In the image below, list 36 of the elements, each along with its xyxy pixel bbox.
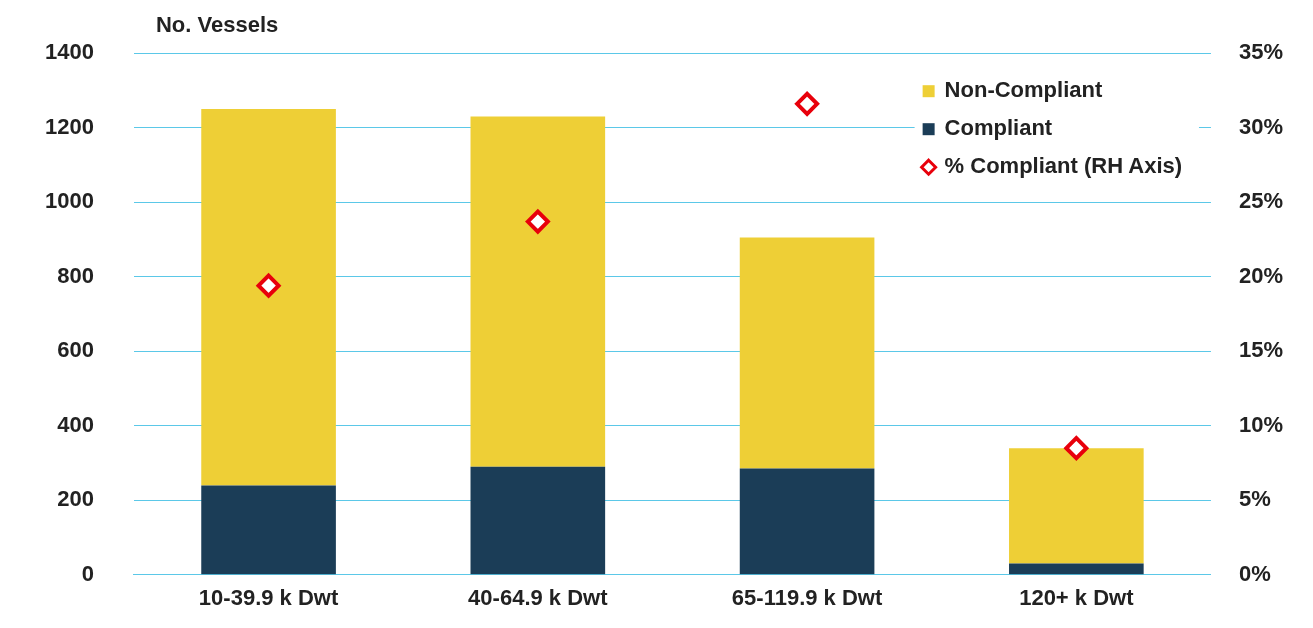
y-tick-label: 400	[57, 411, 94, 437]
y2-tick-label: 25%	[1238, 188, 1284, 214]
y2-tick-label: 0%	[1238, 560, 1271, 586]
y2-tick-label: 5%	[1238, 486, 1271, 512]
bar	[201, 109, 336, 486]
y-tick-label: 1400	[44, 39, 94, 65]
point	[525, 209, 550, 234]
x-tick-label: 10-39.9 k Dwt	[198, 585, 339, 611]
y-tick-label: 200	[57, 486, 94, 512]
legend-label: % Compliant (RH Axis)	[944, 153, 1183, 179]
y-axis-title: No. Vessels	[155, 12, 279, 38]
y-tick-label: 1000	[44, 188, 94, 214]
y-tick-label: 600	[57, 337, 94, 363]
y2-tick-label: 10%	[1238, 411, 1284, 437]
y2-tick-label: 35%	[1238, 39, 1284, 65]
x-tick-label: 120+ k Dwt	[1019, 585, 1135, 611]
bar	[201, 485, 336, 575]
legend-label: Non-Compliant	[944, 77, 1103, 103]
point	[256, 273, 281, 298]
bar	[739, 237, 875, 469]
y-tick-label: 0	[81, 560, 94, 586]
point	[795, 91, 820, 116]
point	[1064, 436, 1089, 461]
bar	[470, 116, 606, 467]
bar	[1009, 563, 1144, 575]
x-tick-label: 40-64.9 k Dwt	[468, 585, 609, 611]
y-tick-label: 800	[57, 262, 94, 288]
bar	[470, 466, 606, 575]
bar	[1009, 448, 1144, 564]
bar	[739, 468, 875, 575]
y2-tick-label: 30%	[1238, 113, 1284, 139]
y2-tick-label: 15%	[1238, 337, 1284, 363]
x-tick-label: 65-119.9 k Dwt	[731, 585, 883, 611]
y2-tick-label: 20%	[1238, 262, 1284, 288]
legend-label: Compliant	[944, 115, 1053, 141]
y-tick-label: 1200	[44, 113, 94, 139]
